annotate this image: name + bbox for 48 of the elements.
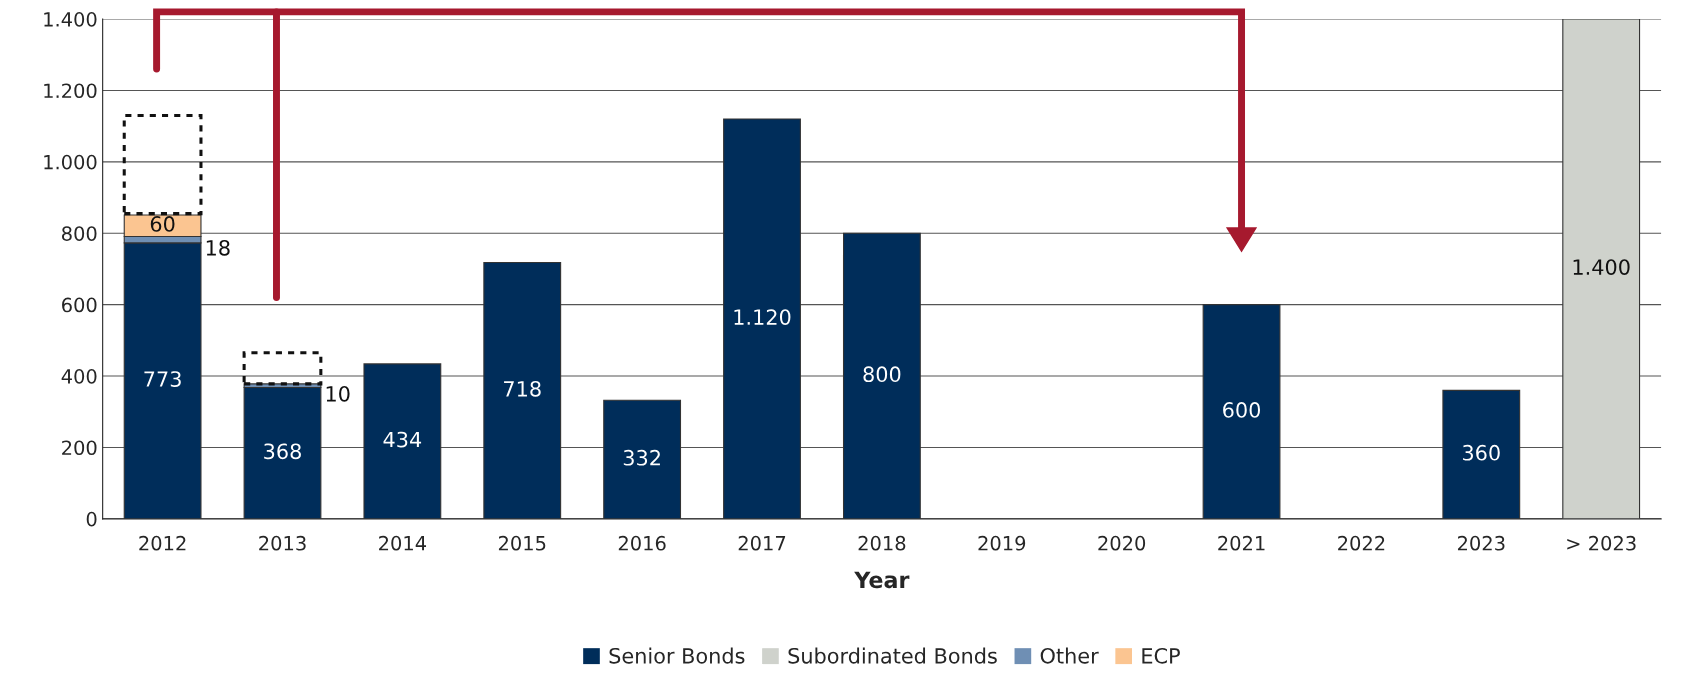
bar (1442, 389, 1521, 519)
y-tick-label: 1.400 (44, 12, 97, 27)
y-tick-label: 400 (61, 369, 97, 384)
bar (483, 261, 562, 519)
bar (842, 232, 921, 519)
bar (603, 399, 682, 519)
data-label: 60 (150, 216, 175, 232)
y-tick-label: 1.000 (44, 154, 97, 170)
x-axis-title: Year (854, 571, 910, 589)
bar (243, 386, 322, 519)
x-tick-label: 2022 (1338, 535, 1385, 551)
x-tick-label: 2021 (1218, 535, 1265, 551)
y-tick-label: 600 (62, 297, 97, 313)
x-tick-label: 2012 (139, 535, 186, 551)
data-label: 1.400 (1573, 259, 1630, 275)
y-tick-label: 0 (86, 511, 97, 527)
x-tick-label: > 2023 (1567, 535, 1636, 551)
x-tick-label: 2017 (738, 535, 786, 551)
data-label: 434 (383, 431, 422, 448)
x-tick-label: 2013 (259, 535, 306, 551)
x-tick-label: 2023 (1457, 535, 1505, 551)
x-tick-label: 2014 (379, 535, 427, 551)
legend-label: Subordinated Bonds (788, 647, 997, 664)
y-tick-label: 1.200 (44, 83, 97, 99)
data-label: 332 (623, 449, 660, 466)
x-tick-label: 2016 (618, 535, 666, 551)
bar (1562, 19, 1641, 519)
data-label: 368 (264, 443, 301, 460)
legend-label: ECP (1142, 647, 1180, 664)
data-label: 18 (206, 239, 230, 256)
data-label: 773 (144, 371, 181, 387)
data-label: 600 (1223, 402, 1261, 418)
y-tick-label: 200 (62, 440, 97, 456)
bar (363, 363, 442, 519)
x-tick-label: 2020 (1098, 535, 1146, 551)
legend-label: Senior Bonds (609, 647, 745, 664)
legend-label: Other (1040, 647, 1099, 664)
x-tick-label: 2019 (978, 535, 1026, 551)
x-tick-label: 2015 (498, 535, 546, 551)
bar (1202, 304, 1281, 519)
y-tick-label: 800 (62, 226, 97, 241)
data-label: 10 (326, 385, 350, 402)
x-tick-label: 2018 (858, 535, 906, 551)
data-label: 360 (1463, 444, 1500, 461)
data-label: 718 (504, 380, 541, 397)
data-label: 1.120 (734, 309, 791, 325)
bar (723, 118, 801, 519)
data-label: 800 (863, 366, 901, 383)
